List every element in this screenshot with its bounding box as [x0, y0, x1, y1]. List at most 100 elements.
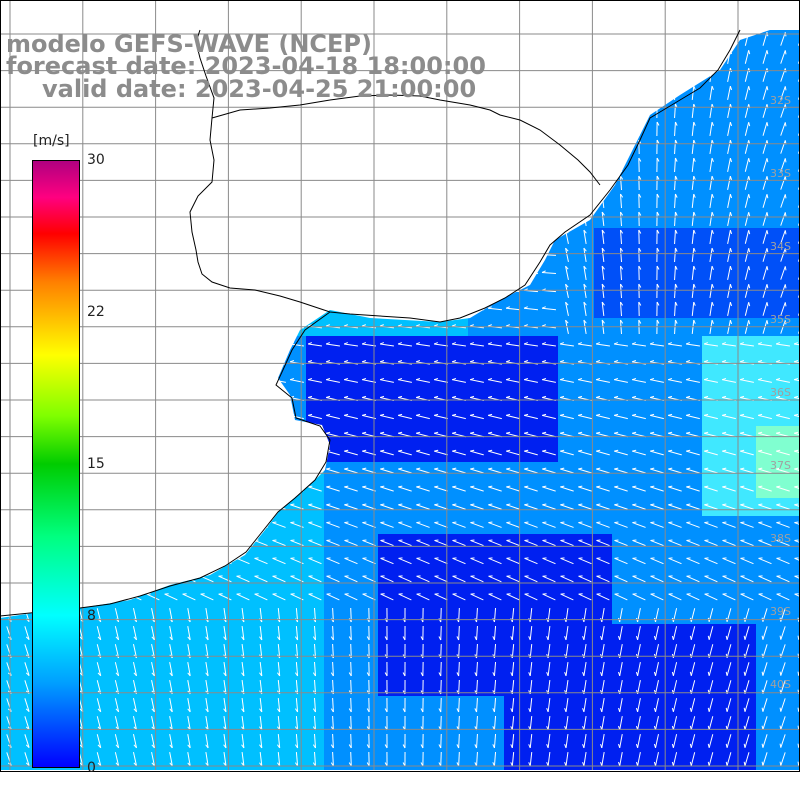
wind-arrow-head — [560, 467, 565, 470]
wind-arrow-head — [380, 395, 385, 399]
wind-arrow — [476, 661, 478, 677]
wind-arrow — [762, 122, 768, 136]
wind-arrow-head — [693, 121, 696, 126]
wind-arrow-head — [344, 467, 349, 470]
wind-arrow — [506, 504, 520, 510]
wind-arrow — [722, 522, 736, 528]
wind-arrow-head — [528, 636, 531, 641]
wind-arrow — [758, 468, 772, 474]
wind-arrow-head — [650, 521, 655, 524]
wind-arrow-head — [631, 360, 637, 363]
wind-cell — [792, 120, 800, 138]
wind-arrow — [632, 575, 646, 583]
wind-arrow — [744, 158, 750, 172]
wind-arrow — [560, 414, 574, 420]
wind-arrow — [780, 50, 786, 64]
wind-arrow-head — [784, 302, 787, 307]
wind-arrow-head — [506, 485, 511, 488]
wind-arrow — [690, 680, 696, 694]
wind-arrow — [205, 626, 209, 640]
wind-arrow — [434, 539, 448, 547]
wind-arrow-head — [685, 342, 691, 345]
wind-arrow — [476, 625, 478, 641]
wind-arrow-head — [259, 636, 263, 641]
wind-arrow-head — [343, 360, 349, 363]
wind-arrow-head — [656, 247, 660, 252]
wind-cell — [792, 282, 800, 300]
wind-arrow — [524, 504, 538, 510]
wind-cell — [792, 156, 800, 174]
wind-arrow-head — [650, 449, 655, 452]
wind-arrow — [601, 680, 605, 694]
wind-arrow-head — [758, 413, 763, 416]
wind-arrow — [470, 522, 484, 528]
wind-arrow — [523, 307, 539, 311]
wind-arrow-head — [620, 283, 624, 288]
wind-arrow — [524, 522, 538, 528]
wind-arrow — [722, 468, 736, 474]
wind-arrow-head — [656, 139, 660, 144]
wind-arrow-head — [433, 342, 439, 345]
wind-arrow — [541, 272, 557, 274]
wind-arrow — [650, 486, 664, 492]
wind-arrow-head — [583, 283, 587, 288]
wind-arrow — [277, 643, 281, 659]
wind-arrow — [776, 450, 790, 456]
wind-arrow-head — [546, 672, 549, 677]
wind-arrow — [326, 468, 340, 474]
wind-arrow — [709, 284, 713, 298]
wind-arrow-head — [656, 157, 660, 162]
wind-arrow — [458, 643, 460, 659]
wind-arrow — [511, 625, 515, 641]
wind-arrow — [272, 522, 286, 528]
wind-arrow — [452, 504, 466, 510]
wind-arrow — [709, 140, 713, 154]
wind-arrow — [398, 379, 412, 383]
wind-arrow — [332, 643, 334, 659]
wind-arrow-head — [523, 306, 528, 309]
wind-arrow — [776, 486, 790, 492]
wind-arrow — [578, 504, 592, 510]
wind-arrow — [398, 468, 412, 474]
wind-arrow-head — [451, 360, 457, 363]
wind-cell — [792, 390, 800, 408]
wind-arrow — [524, 450, 538, 456]
wind-arrow — [780, 176, 786, 190]
wind-arrow-head — [456, 690, 460, 695]
wind-arrow — [488, 504, 502, 510]
wind-arrow — [650, 557, 664, 565]
wind-arrow — [398, 486, 412, 492]
wind-arrow-head — [650, 395, 655, 399]
wind-arrow — [583, 662, 587, 676]
wind-arrow-head — [398, 521, 403, 524]
wind-arrow — [169, 662, 173, 676]
wind-arrow — [727, 230, 731, 244]
wind-arrow — [380, 557, 394, 565]
wind-arrow-head — [325, 377, 331, 381]
wind-arrow-head — [578, 431, 583, 434]
wind-arrow — [650, 593, 664, 601]
wind-arrow-head — [794, 485, 799, 488]
wind-arrow — [762, 662, 768, 676]
wind-arrow-head — [542, 449, 547, 452]
wind-arrow-head — [528, 618, 531, 623]
wind-arrow — [578, 539, 592, 547]
wind-arrow — [722, 575, 736, 583]
wind-cell — [792, 102, 800, 120]
wind-arrow-head — [330, 690, 334, 695]
wind-arrow-head — [686, 521, 691, 524]
wind-arrow-head — [524, 503, 529, 506]
wind-arrow-head — [729, 175, 733, 181]
wind-arrow — [650, 343, 664, 347]
wind-arrow-head — [415, 324, 420, 327]
wind-arrow-head — [133, 672, 137, 677]
wind-arrow-head — [362, 521, 367, 524]
wind-arrow-head — [416, 521, 421, 524]
wind-cell — [792, 48, 800, 66]
wind-arrow — [727, 266, 731, 280]
wind-arrow-head — [416, 539, 421, 541]
wind-arrow — [560, 504, 574, 510]
wind-arrow-head — [361, 342, 367, 345]
wind-arrow — [380, 539, 394, 547]
